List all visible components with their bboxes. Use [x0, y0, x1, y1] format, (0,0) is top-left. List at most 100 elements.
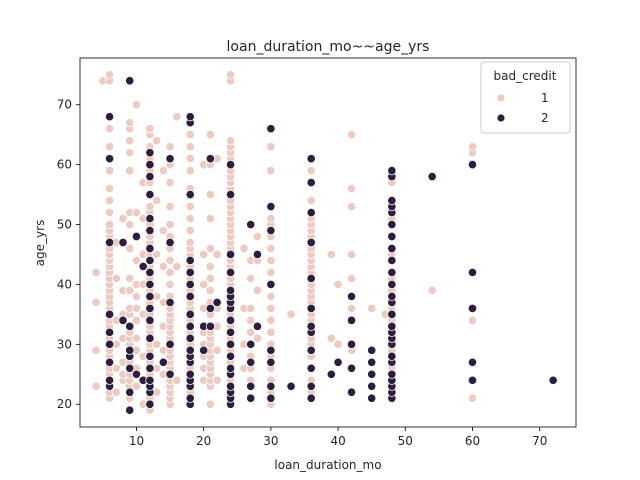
data-point-series-1-0	[91, 381, 101, 391]
data-point-series-1-39	[104, 70, 115, 80]
data-point-series-2-116	[306, 178, 316, 188]
data-point-series-1-306	[239, 243, 249, 254]
data-point-series-1-319	[252, 231, 263, 242]
data-point-series-1-218	[185, 130, 195, 140]
data-point-series-2-101	[266, 279, 276, 290]
data-point-series-2-41	[145, 148, 155, 158]
data-point-series-2-18	[131, 369, 142, 379]
points-layer	[91, 70, 558, 415]
data-point-series-2-30	[145, 303, 155, 313]
data-point-series-1-336	[266, 213, 276, 224]
data-point-series-2-123	[346, 315, 357, 325]
data-point-series-2-94	[246, 219, 256, 230]
data-point-series-2-42	[158, 357, 168, 367]
data-point-series-1-244	[205, 285, 215, 295]
data-point-series-2-86	[225, 267, 236, 278]
data-point-series-2-17	[125, 76, 135, 86]
data-point-series-2-146	[387, 255, 397, 266]
data-point-series-2-88	[225, 190, 236, 200]
data-point-series-2-127	[367, 369, 377, 379]
data-point-series-2-6	[104, 237, 115, 248]
data-point-series-1-32	[104, 207, 115, 218]
data-point-series-1-300	[225, 136, 236, 146]
data-point-series-2-118	[326, 369, 336, 379]
data-point-series-2-10	[118, 237, 128, 248]
data-point-series-1-37	[104, 124, 115, 134]
data-point-series-1-373	[333, 279, 343, 290]
y-tick-label: 50	[57, 218, 72, 232]
data-point-series-1-88	[131, 207, 142, 218]
data-point-series-2-4	[104, 327, 115, 337]
data-point-series-2-47	[165, 154, 175, 164]
data-point-series-1-252	[212, 375, 222, 385]
data-point-series-1-2	[91, 297, 101, 307]
data-point-series-2-156	[467, 375, 478, 385]
data-point-series-2-106	[306, 393, 316, 403]
data-point-series-2-124	[346, 291, 357, 301]
data-point-series-2-154	[387, 166, 397, 176]
data-point-series-2-129	[367, 345, 377, 355]
data-point-series-1-379	[346, 201, 357, 212]
data-point-series-1-144	[152, 136, 162, 146]
data-point-series-1-251	[205, 130, 215, 140]
data-point-series-2-126	[367, 381, 377, 391]
data-point-series-1-81	[131, 333, 142, 343]
data-point-series-2-60	[185, 279, 195, 290]
data-point-series-2-66	[199, 345, 209, 355]
data-point-series-2-91	[246, 381, 256, 391]
data-point-series-2-11	[125, 405, 135, 415]
data-point-series-2-117	[306, 154, 316, 164]
data-point-series-1-312	[246, 315, 256, 325]
data-point-series-1-53	[118, 213, 128, 224]
data-point-series-1-34	[104, 184, 115, 194]
x-tick-label: 60	[465, 434, 480, 448]
y-tick-label: 20	[57, 397, 72, 411]
data-point-series-1-69	[125, 243, 135, 254]
data-point-series-1-228	[199, 249, 209, 260]
data-point-series-2-34	[145, 255, 155, 266]
data-point-series-2-26	[145, 363, 155, 373]
data-point-series-2-161	[548, 375, 558, 385]
data-point-series-1-372	[333, 339, 343, 349]
data-point-series-2-95	[252, 321, 263, 331]
data-point-series-1-41	[111, 363, 121, 373]
data-point-series-2-157	[467, 357, 478, 367]
data-point-series-1-337	[266, 166, 276, 176]
data-point-series-1-170	[165, 279, 175, 290]
data-point-series-2-89	[225, 160, 236, 170]
data-point-series-1-73	[125, 148, 135, 158]
y-tick-label: 70	[57, 98, 72, 112]
data-point-series-2-33	[145, 267, 155, 278]
chart-title: loan_duration_mo~~age_yrs	[227, 39, 430, 55]
axes-layer: 10 20 30 40 50 60 70 20 30 40 50 60 70	[57, 57, 577, 448]
data-point-series-1-230	[205, 399, 215, 409]
data-point-series-1-332	[266, 255, 276, 266]
data-point-series-2-3	[104, 339, 115, 349]
data-point-series-2-109	[306, 345, 316, 355]
data-point-series-1-316	[252, 333, 263, 343]
data-point-series-2-35	[145, 243, 155, 254]
data-point-series-2-5	[104, 309, 115, 319]
data-point-series-1-151	[158, 166, 168, 176]
data-point-series-2-114	[306, 237, 316, 248]
data-point-series-1-72	[125, 166, 135, 176]
data-point-series-2-61	[185, 267, 195, 278]
data-point-series-2-160	[467, 160, 478, 170]
data-point-series-2-59	[185, 291, 195, 301]
data-point-series-1-33	[104, 195, 115, 206]
data-point-series-2-104	[266, 124, 276, 134]
data-point-series-1-411	[467, 393, 478, 403]
data-point-series-2-46	[165, 237, 175, 248]
legend-marker-2	[496, 113, 506, 123]
data-point-series-2-134	[387, 369, 397, 379]
data-point-series-1-333	[266, 243, 276, 254]
x-tick-label: 10	[129, 434, 144, 448]
data-point-series-1-180	[172, 375, 182, 385]
data-point-series-2-120	[346, 387, 357, 397]
data-point-series-2-58	[185, 309, 195, 319]
data-point-series-1-339	[286, 309, 296, 319]
data-point-series-1-215	[185, 166, 195, 176]
data-point-series-1-68	[125, 273, 135, 284]
data-point-series-1-249	[205, 190, 215, 200]
